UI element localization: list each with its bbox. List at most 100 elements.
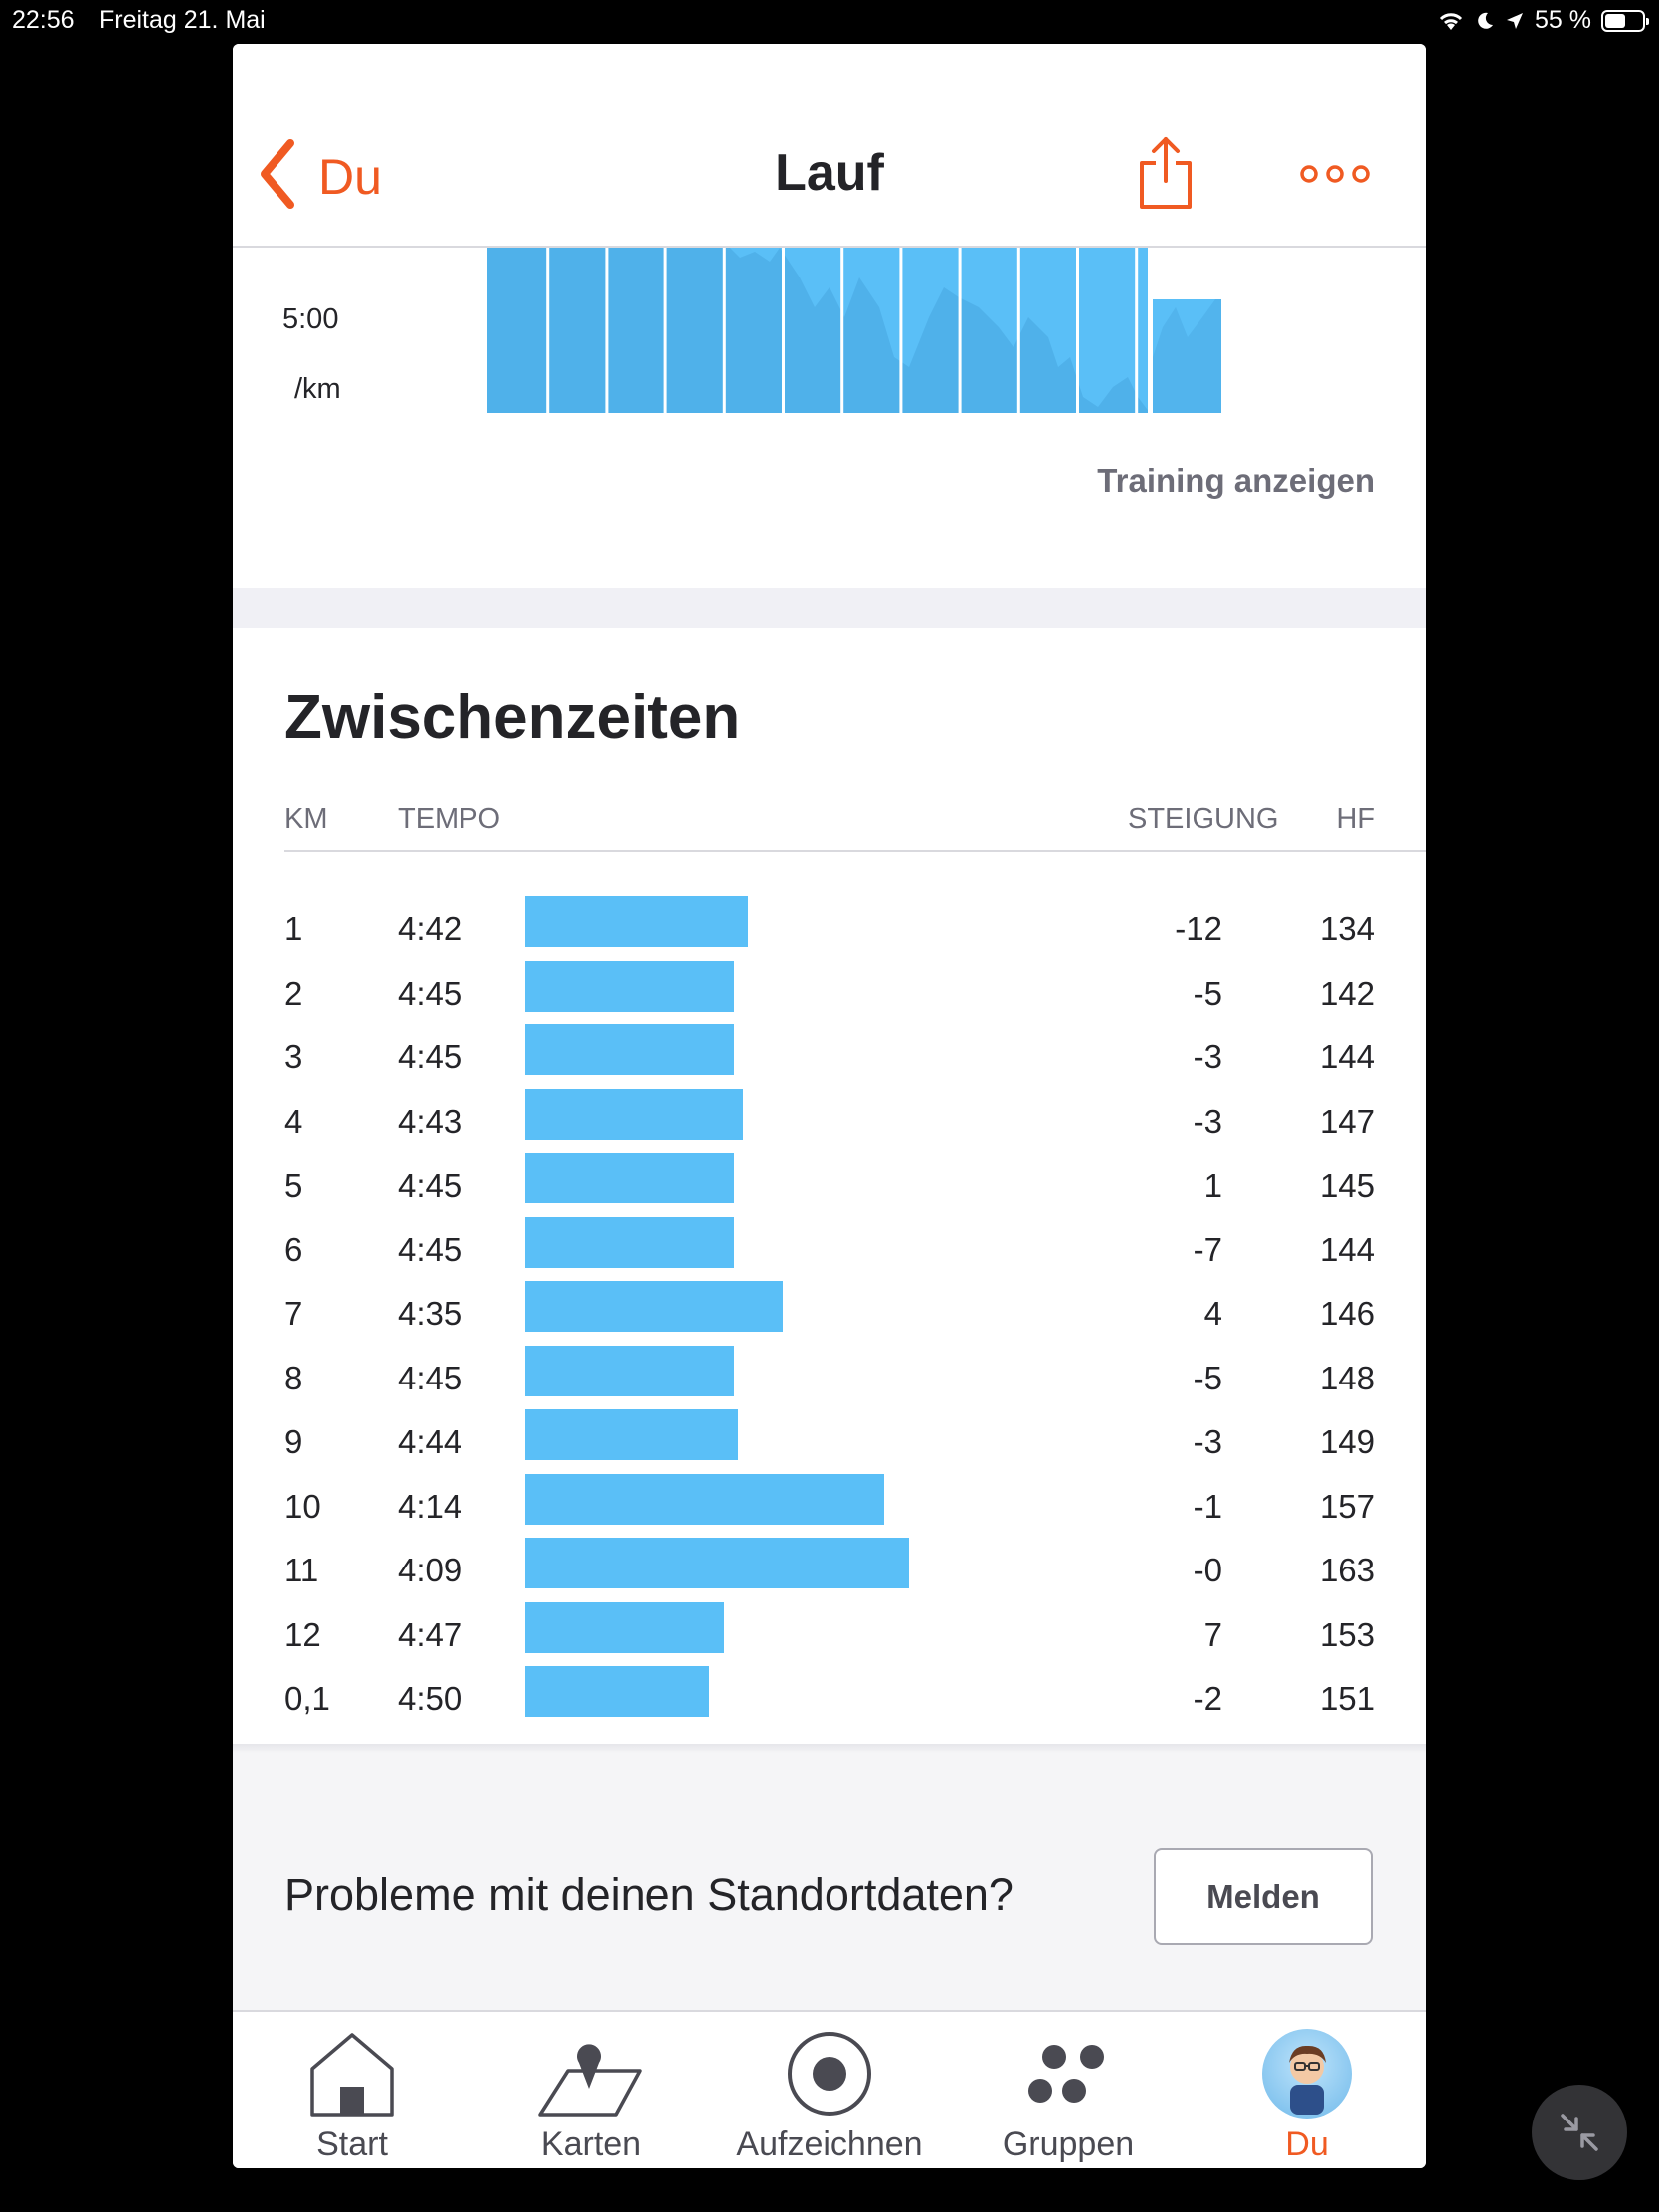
tab-label: Start	[316, 2125, 388, 2163]
split-hf: 144	[1319, 1038, 1375, 1075]
split-steigung: -2	[1193, 1680, 1222, 1717]
pace-chart-section: 5:00 /km Training anzeigen	[233, 248, 1426, 588]
report-button[interactable]: Melden	[1154, 1848, 1373, 1945]
header-steigung: STEIGUNG	[1128, 803, 1279, 834]
back-label: Du	[318, 148, 382, 205]
battery-fill	[1605, 13, 1625, 28]
report-text: Probleme mit deinen Standortdaten?	[284, 1869, 1014, 1920]
split-hf: 142	[1319, 974, 1375, 1012]
split-pace-bar	[525, 960, 734, 1012]
split-tempo: 4:45	[398, 1038, 462, 1075]
tab-label: Karten	[540, 2125, 642, 2163]
split-hf: 146	[1319, 1295, 1375, 1332]
split-row: 8 4:45 -5 148	[233, 1345, 1426, 1409]
split-pace-bar	[525, 896, 748, 947]
km-separator	[840, 248, 844, 413]
split-hf: 153	[1319, 1615, 1375, 1653]
split-tempo: 4:35	[398, 1295, 462, 1332]
split-tempo: 4:45	[398, 1230, 462, 1268]
km-separator	[605, 248, 609, 413]
split-km: 6	[284, 1230, 303, 1268]
split-pace-bar	[525, 1216, 734, 1268]
tab-bar: Start Karten Aufzeichnen Gruppen	[233, 2010, 1426, 2168]
tab-gruppen[interactable]: Gruppen	[949, 2012, 1188, 2168]
battery-icon	[1601, 9, 1649, 32]
split-hf: 147	[1319, 1102, 1375, 1140]
split-km: 1	[284, 910, 303, 947]
header-hf: HF	[1336, 803, 1375, 834]
km-separator	[1148, 248, 1153, 413]
split-hf: 163	[1319, 1552, 1375, 1588]
split-km: 7	[284, 1295, 303, 1332]
splits-section: Zwischenzeiten KM TEMPO STEIGUNG HF 1 4:4…	[233, 628, 1426, 1787]
split-row: 2 4:45 -5 142	[233, 960, 1426, 1024]
collapse-icon	[1561, 2114, 1598, 2151]
km-separator	[663, 248, 667, 413]
km-separator	[1135, 248, 1139, 413]
more-button[interactable]	[1299, 163, 1371, 190]
split-pace-bar	[525, 1538, 909, 1588]
split-tempo: 4:47	[398, 1615, 462, 1653]
share-icon	[1140, 137, 1192, 209]
avatar-icon	[1262, 2029, 1352, 2119]
show-training-link[interactable]: Training anzeigen	[1097, 462, 1375, 499]
pace-area-last-profile	[1153, 299, 1221, 413]
split-steigung: 1	[1203, 1167, 1222, 1203]
split-tempo: 4:09	[398, 1552, 462, 1588]
tab-label: Du	[1285, 2125, 1329, 2163]
split-km: 8	[284, 1359, 303, 1396]
split-steigung: -5	[1193, 974, 1222, 1012]
split-pace-bar	[525, 1024, 734, 1075]
split-row: 0,1 4:50 -2 151	[233, 1666, 1426, 1730]
status-date: Freitag 21. Mai	[99, 6, 266, 34]
split-steigung: -3	[1193, 1102, 1222, 1140]
share-button[interactable]	[1138, 135, 1194, 216]
collapse-button[interactable]	[1532, 2085, 1627, 2180]
km-separator	[722, 248, 726, 413]
split-pace-bar	[525, 1153, 734, 1203]
split-tempo: 4:45	[398, 1167, 462, 1203]
tab-start[interactable]: Start	[233, 2012, 471, 2168]
header-tempo: TEMPO	[398, 803, 501, 834]
split-tempo: 4:44	[398, 1423, 462, 1460]
tab-label: Aufzeichnen	[736, 2125, 923, 2163]
wifi-icon	[1437, 10, 1465, 32]
back-button[interactable]: Du	[257, 139, 382, 214]
chevron-left-icon	[257, 139, 296, 214]
km-separator	[1076, 248, 1079, 413]
tab-aufzeichnen[interactable]: Aufzeichnen	[710, 2012, 949, 2168]
km-separator	[899, 248, 903, 413]
nav-bar: Du Lauf	[233, 44, 1426, 248]
split-hf: 148	[1319, 1359, 1375, 1396]
split-steigung: -3	[1193, 1423, 1222, 1460]
split-row: 9 4:44 -3 149	[233, 1409, 1426, 1473]
split-km: 9	[284, 1423, 303, 1460]
split-row: 11 4:09 -0 163	[233, 1538, 1426, 1601]
report-section-shadow	[233, 1744, 1426, 1753]
split-pace-bar	[525, 1088, 743, 1140]
header-km: KM	[284, 803, 328, 834]
split-pace-bar	[525, 1666, 709, 1717]
pace-tick-label: 5:00	[282, 303, 339, 335]
record-icon	[788, 2032, 871, 2116]
tab-karten[interactable]: Karten	[471, 2012, 710, 2168]
split-steigung: 7	[1203, 1615, 1222, 1653]
split-pace-bar	[525, 1345, 734, 1396]
split-steigung: -3	[1193, 1038, 1222, 1075]
split-steigung: -1	[1193, 1487, 1222, 1525]
split-km: 12	[284, 1615, 321, 1653]
split-pace-bar	[525, 1281, 783, 1332]
split-tempo: 4:50	[398, 1680, 462, 1717]
split-steigung: -5	[1193, 1359, 1222, 1396]
status-indicators: 55 %	[1437, 6, 1649, 35]
tab-du[interactable]: Du	[1188, 2012, 1426, 2168]
split-km: 11	[284, 1552, 319, 1588]
page-title: Lauf	[775, 144, 884, 202]
split-hf: 149	[1319, 1423, 1375, 1460]
split-km: 4	[284, 1102, 303, 1140]
split-pace-bar	[525, 1601, 724, 1653]
km-separator	[958, 248, 962, 413]
split-tempo: 4:42	[398, 910, 462, 947]
split-hf: 144	[1319, 1230, 1375, 1268]
status-time: 22:56	[12, 6, 75, 34]
